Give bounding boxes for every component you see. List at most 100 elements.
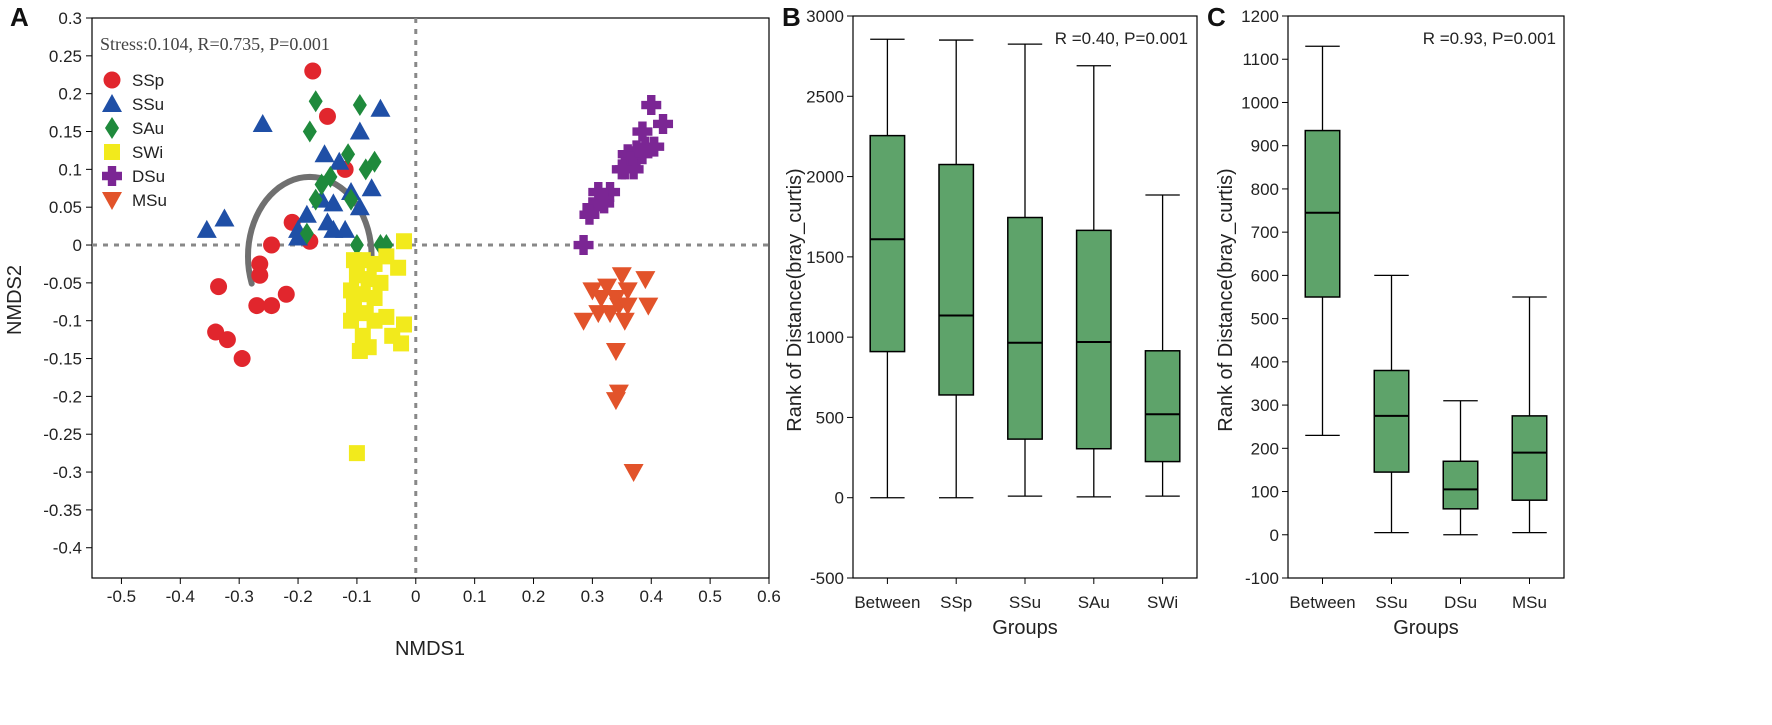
ssu-point [252, 113, 273, 132]
swi-box [1144, 350, 1181, 463]
y-tick-label: -0.15 [43, 350, 82, 369]
y-tick-label: 500 [816, 408, 844, 427]
ssp-point [263, 297, 281, 315]
x-tick-label: -0.3 [225, 587, 254, 606]
msu-point [605, 392, 626, 411]
sau-category-label: SAu [1078, 593, 1110, 612]
ssu-box [1373, 369, 1410, 473]
sau-point [314, 173, 329, 196]
y-tick-label: -100 [1245, 569, 1279, 588]
y-tick-label: 600 [1251, 266, 1279, 285]
sau-point [341, 143, 356, 166]
swi-point [378, 308, 395, 325]
ssu-point [370, 98, 391, 117]
x-tick-label: -0.2 [283, 587, 312, 606]
swi-legend-marker [104, 144, 120, 160]
msu-point [617, 282, 638, 301]
y-tick-label: 1200 [1241, 7, 1279, 26]
y-tick-label: -0.35 [43, 501, 82, 520]
dsu-point [632, 144, 653, 165]
y-tick-label: 900 [1251, 137, 1279, 156]
y-tick-label: 800 [1251, 180, 1279, 199]
dsu-point [588, 182, 609, 203]
ssp-point [318, 107, 336, 125]
y-tick-label: 2000 [806, 168, 844, 187]
between-box [869, 134, 906, 353]
nmds-reference-lines [92, 18, 769, 578]
y-tick-label: 1000 [1241, 93, 1279, 112]
ssp-point [304, 62, 322, 80]
y-tick-label: -0.3 [53, 463, 82, 482]
panel-label-b: B [782, 2, 801, 32]
boxplot-b-y-axis-label: Rank of Distance(bray_curtis) [784, 168, 806, 431]
sample-grouping-arc [244, 173, 375, 287]
sau-box [1075, 229, 1112, 450]
dsu-point [573, 235, 594, 256]
y-tick-label: -500 [810, 569, 844, 588]
ssu-point [335, 219, 356, 238]
ssu-point [296, 204, 317, 223]
nmds-plot-area [91, 17, 770, 579]
swi-point [393, 335, 410, 352]
boxplot-c-stats-annotation: R =0.93, P=0.001 [1423, 29, 1556, 48]
msu-category-label: MSu [1512, 593, 1547, 612]
dsu-point [623, 159, 644, 180]
sau-legend-marker [105, 117, 119, 139]
ssu-point [361, 178, 382, 197]
boxplot-c-panel: C -100 0 100 200 300 400 500 600 700 800 900 1000 11… [1207, 2, 1565, 639]
nmds-y-axis-label: NMDS2 [4, 265, 26, 335]
y-tick-label: 0.2 [58, 85, 82, 104]
dsu-category-label: DSu [1444, 593, 1477, 612]
between-box [1304, 129, 1341, 298]
y-tick-label: -0.25 [43, 425, 82, 444]
boxplot-b-panel: B -500 0 500 1000 1500 2000 2500 3000 Between SSp… [782, 2, 1198, 639]
panel-label-a: A [10, 2, 29, 32]
x-tick-label: 0 [411, 587, 420, 606]
x-tick-label: -0.5 [107, 587, 136, 606]
ssp-point [263, 236, 281, 254]
y-tick-label: 1500 [806, 248, 844, 267]
ssu-legend-label: SSu [132, 95, 164, 114]
dsu-box [1442, 460, 1479, 510]
y-tick-label: 0.1 [58, 160, 82, 179]
ssp-point [248, 297, 266, 315]
sau-legend-label: SAu [132, 119, 164, 138]
y-tick-label: 400 [1251, 353, 1279, 372]
boxplot-c-x-axis-label: Groups [1393, 617, 1459, 639]
x-tick-label: -0.1 [342, 587, 371, 606]
boxplot-c-plot-area [1287, 15, 1565, 579]
msu-point [605, 342, 626, 361]
nmds-axes: -0.5 -0.4 -0.3 -0.2 -0.1 0 0.1 0.2 0.3 0.4 0.5 0.6 0… [43, 9, 781, 606]
dsu-point [653, 113, 674, 134]
y-tick-label: 0 [73, 236, 82, 255]
ssp-box [938, 163, 975, 396]
ssu-category-label: SSu [1009, 593, 1041, 612]
swi-point [390, 259, 407, 276]
ssu-point [214, 208, 235, 227]
y-tick-label: 1000 [806, 328, 844, 347]
between-category-label: Between [1289, 593, 1355, 612]
y-tick-label: 700 [1251, 223, 1279, 242]
ssp-point [218, 331, 236, 349]
swi-point [372, 274, 389, 291]
y-tick-label: 2500 [806, 87, 844, 106]
y-tick-label: 3000 [806, 7, 844, 26]
ssu-point [314, 144, 335, 163]
boxplot-b-x-axis-label: Groups [992, 617, 1058, 639]
y-tick-label: 0 [835, 489, 844, 508]
sau-point [308, 90, 323, 113]
ssp-legend-marker [103, 71, 121, 89]
y-tick-label: 200 [1251, 439, 1279, 458]
swi-point [396, 233, 413, 250]
swi-point [348, 445, 365, 462]
dsu-point [641, 95, 662, 116]
nmds-points [196, 62, 674, 483]
dsu-point [600, 182, 621, 203]
boxplot-c-y-axis-label: Rank of Distance(bray_curtis) [1215, 168, 1237, 431]
dsu-point [594, 193, 615, 214]
x-tick-label: 0.4 [639, 587, 663, 606]
sau-point [299, 222, 314, 245]
y-tick-label: 1100 [1242, 50, 1279, 69]
ssu-point [329, 151, 350, 170]
dsu-point [632, 121, 653, 142]
